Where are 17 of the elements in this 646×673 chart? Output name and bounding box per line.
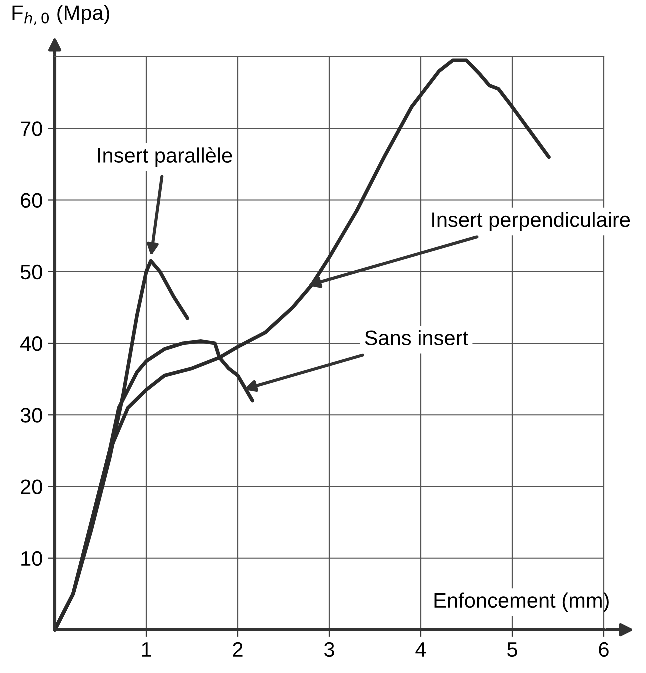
x-tick-label: 6 — [599, 642, 609, 658]
y-axis-title: F$_{h,0}$ (Mpa) — [12, 5, 110, 26]
annotation: Sans insert — [365, 330, 468, 346]
x-tick-label: 2 — [233, 642, 243, 657]
y-tick-label: 70 — [21, 122, 42, 136]
x-tick-label: 4 — [416, 642, 426, 657]
y-tick-label: 20 — [21, 480, 42, 495]
y-tick-label: 30 — [20, 408, 42, 423]
annotation: Insert parallèle — [98, 147, 232, 168]
x-tick-label: 3 — [324, 642, 334, 658]
y-tick-label: 50 — [20, 264, 42, 280]
x-tick-label: 1 — [142, 642, 152, 657]
y-tick-label: 60 — [21, 193, 42, 208]
y-tick-label: 40 — [20, 336, 42, 352]
annotation: Insert perpendiculaire — [432, 212, 630, 232]
x-tick-label: 5 — [508, 642, 518, 658]
y-tick-label: 10 — [22, 551, 42, 566]
